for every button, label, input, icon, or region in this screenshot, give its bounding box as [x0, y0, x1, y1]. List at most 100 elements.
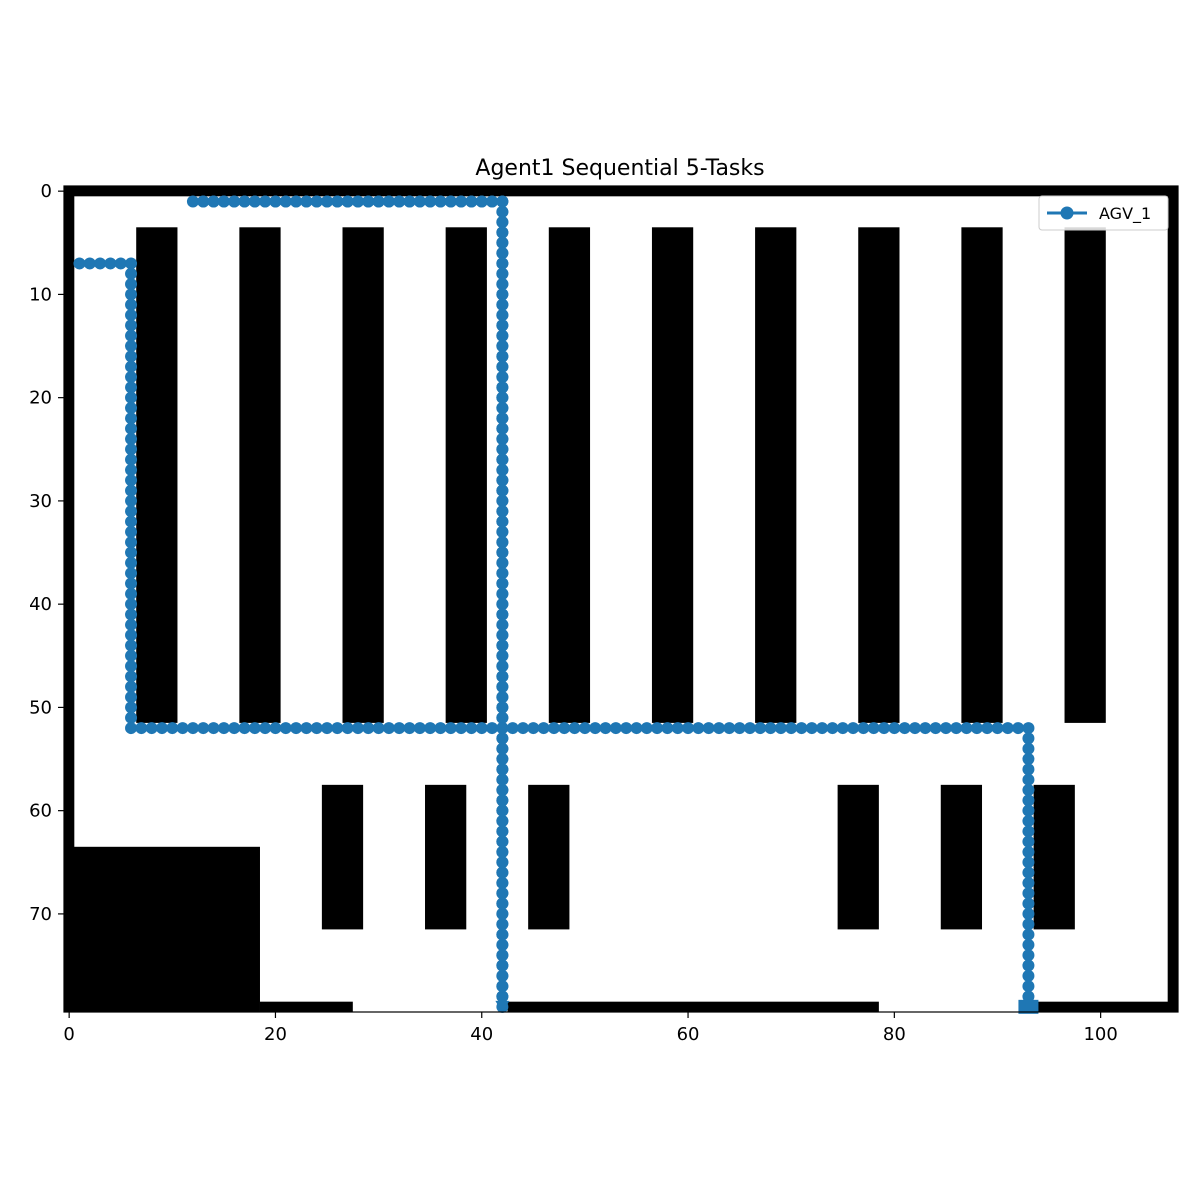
agv-path-point [496, 732, 509, 745]
agv-path-point [125, 556, 138, 569]
agv-path-point [341, 722, 354, 735]
agv-path-point [496, 195, 509, 208]
obstacle-block [64, 186, 75, 1012]
agv-path-point [228, 722, 241, 735]
agv-path-point [816, 722, 829, 735]
agv-path-point [248, 195, 261, 208]
agv-path-point [847, 722, 860, 735]
agv-path-point [444, 195, 457, 208]
agv-path-point [826, 722, 839, 735]
agv-path-point [310, 195, 323, 208]
agv-path-point [496, 680, 509, 693]
agv-path-point [496, 959, 509, 972]
agv-path-point [228, 195, 241, 208]
agv-path-point [186, 195, 199, 208]
obstacle-block [1033, 784, 1075, 930]
x-axis: 0 20 40 60 80 100 [63, 1012, 1118, 1045]
agv-path-point [331, 722, 344, 735]
agv-path-point [125, 660, 138, 673]
agv-path-point [496, 897, 509, 910]
agv-path-point [578, 722, 591, 735]
obstacle-block [507, 1001, 879, 1012]
agv-path-point [207, 722, 220, 735]
agv-path-point [496, 505, 509, 518]
agv-path-point [94, 257, 107, 270]
agv-path-point [1022, 814, 1035, 827]
agv-path-point [269, 722, 282, 735]
legend: AGV_1 [1038, 195, 1169, 231]
agv-path-point [125, 670, 138, 683]
agv-path-point [496, 432, 509, 445]
agv-path-point [125, 474, 138, 487]
obstacle-block [64, 186, 1178, 197]
agv-path-point [981, 722, 994, 735]
agv-path-point [73, 257, 86, 270]
obstacle-block [64, 846, 260, 1012]
agv-path-point [496, 360, 509, 373]
agv-path-point [475, 195, 488, 208]
agv-path-point [166, 722, 179, 735]
agv-path-point [125, 329, 138, 342]
x-tick-label: 80 [883, 1024, 906, 1045]
agv-path-point [950, 722, 963, 735]
agv-path-point [496, 525, 509, 538]
agv-path-point [496, 629, 509, 642]
agv-path-point [805, 722, 818, 735]
agv-path-point [682, 722, 695, 735]
agv-path-point [1022, 753, 1035, 766]
agv-path-point [372, 195, 385, 208]
agv-path-point [496, 711, 509, 724]
agv-path-point [496, 309, 509, 322]
agv-path-point [496, 267, 509, 280]
agv-path-point [496, 401, 509, 414]
agv-path-point [104, 257, 117, 270]
agv-path-point [1022, 918, 1035, 931]
agv-path-point [125, 298, 138, 311]
agv-path-point [1022, 959, 1035, 972]
agv-path-point [475, 722, 488, 735]
agv-path-point [496, 319, 509, 332]
agv-path-point [125, 453, 138, 466]
agv-path-point [238, 722, 251, 735]
agv-path-point [496, 845, 509, 858]
agv-path-point [279, 195, 292, 208]
agv-path-point [496, 422, 509, 435]
agv-path-point [496, 990, 509, 1003]
agv-path-point [125, 494, 138, 507]
agv-path-point [496, 907, 509, 920]
agv-path-point [125, 577, 138, 590]
agv-path-point [795, 722, 808, 735]
agv-path-point [125, 463, 138, 476]
agv-path-point [259, 195, 272, 208]
obstacle-block [239, 227, 281, 723]
y-tick-label: 0 [41, 181, 52, 202]
agv-path-point [496, 608, 509, 621]
agv-path-point [424, 722, 437, 735]
obstacle-block [1064, 227, 1106, 723]
agv-path-point [290, 195, 303, 208]
agv-path-point [671, 722, 684, 735]
map-layer [64, 186, 1178, 1012]
x-tick-label: 40 [470, 1024, 493, 1045]
agv-path-point [527, 722, 540, 735]
agv-path-point [248, 722, 261, 735]
y-tick-label: 10 [29, 284, 52, 305]
agv-path-point [496, 825, 509, 838]
obstacle-block [1167, 186, 1178, 1012]
agv-path-point [960, 722, 973, 735]
agv-path-point [125, 391, 138, 404]
agv-path-point [1022, 825, 1035, 838]
agv-path-point [1022, 990, 1035, 1003]
agv-path-point [403, 195, 416, 208]
agv-path-point [506, 722, 519, 735]
obstacle-block [445, 227, 487, 723]
agv-path-point [125, 278, 138, 291]
agv-path-point [496, 484, 509, 497]
agv-path-point [125, 598, 138, 611]
agv-path-point [589, 722, 602, 735]
agv-path-point [496, 763, 509, 776]
agv-path-point [83, 257, 96, 270]
agv-path-point [300, 722, 313, 735]
obstacle-block [858, 227, 900, 723]
agv-path-point [496, 288, 509, 301]
